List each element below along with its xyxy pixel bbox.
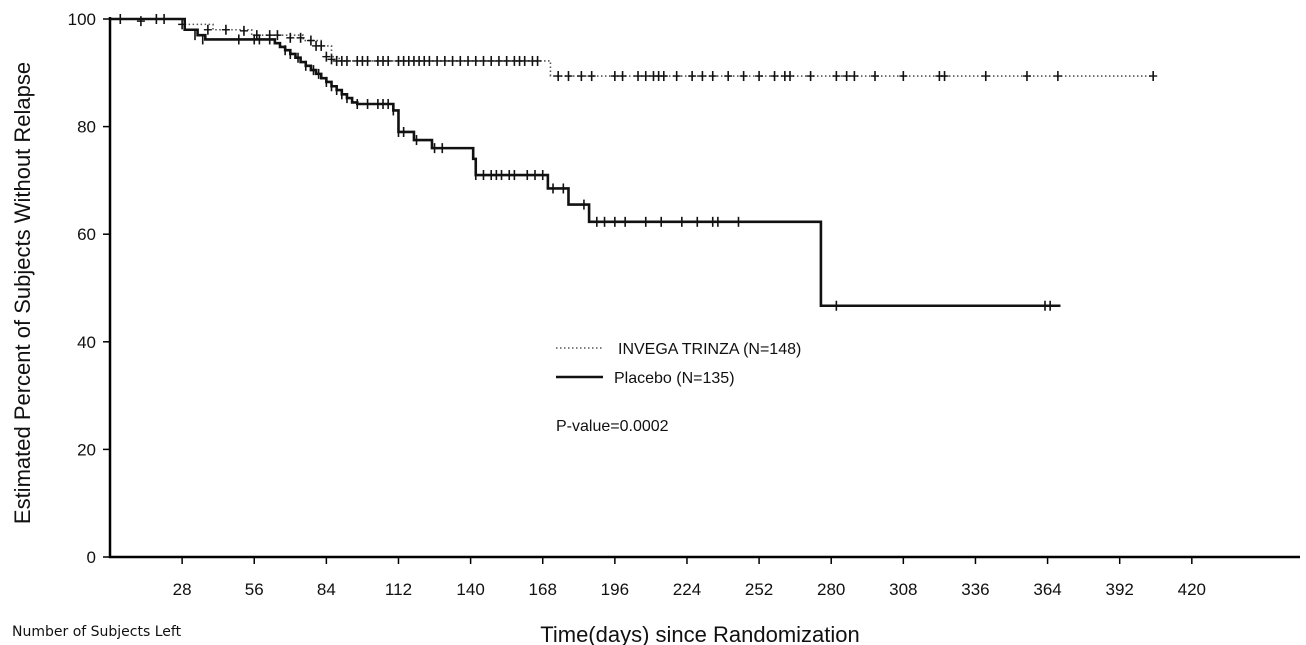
x-tick-label: 196: [601, 580, 629, 599]
series-layer: [110, 14, 1158, 311]
y-tick-label: 100: [68, 10, 96, 29]
subjects-left-label: Number of Subjects Left: [12, 624, 182, 640]
x-tick-label: 280: [817, 580, 845, 599]
series-invega-trinza: [110, 14, 1158, 82]
y-tick-label: 0: [87, 548, 96, 567]
x-tick-label: 308: [889, 580, 917, 599]
x-tick-label: 56: [245, 580, 264, 599]
x-tick-label: 420: [1178, 580, 1206, 599]
x-axis-title: Time(days) since Randomization: [540, 622, 860, 645]
y-axis-title: Estimated Percent of Subjects Without Re…: [10, 62, 35, 524]
invega-survival-line: [110, 18, 1154, 77]
x-tick-label: 224: [673, 580, 701, 599]
y-tick-label: 20: [77, 440, 96, 459]
x-tick-label: 84: [317, 580, 336, 599]
x-tick-label: 140: [456, 580, 484, 599]
series-placebo: [110, 14, 1061, 311]
x-tick-label: 168: [529, 580, 557, 599]
y-tick-label: 40: [77, 333, 96, 352]
x-axis-ticks: 28 56 84 112 140 168 196 224 252 280 308 336 364 392 4…: [173, 557, 1206, 599]
y-tick-label: 60: [77, 225, 96, 244]
x-tick-label: 364: [1033, 580, 1061, 599]
legend: INVEGA TRINZA (N=148) Placebo (N=135): [556, 341, 801, 387]
legend-label-invega: INVEGA TRINZA (N=148): [618, 341, 801, 358]
y-tick-label: 80: [77, 118, 96, 137]
legend-label-placebo: Placebo (N=135): [614, 370, 735, 387]
axes: [108, 17, 1300, 559]
x-tick-label: 392: [1106, 580, 1134, 599]
p-value-annotation: P-value=0.0002: [556, 418, 669, 435]
x-tick-label: 252: [745, 580, 773, 599]
x-tick-label: 336: [961, 580, 989, 599]
y-axis-ticks: 0 20 40 60 80 100: [68, 10, 110, 567]
placebo-survival-line: [110, 17, 1061, 308]
x-tick-label: 28: [173, 580, 192, 599]
x-tick-label: 112: [385, 580, 412, 599]
